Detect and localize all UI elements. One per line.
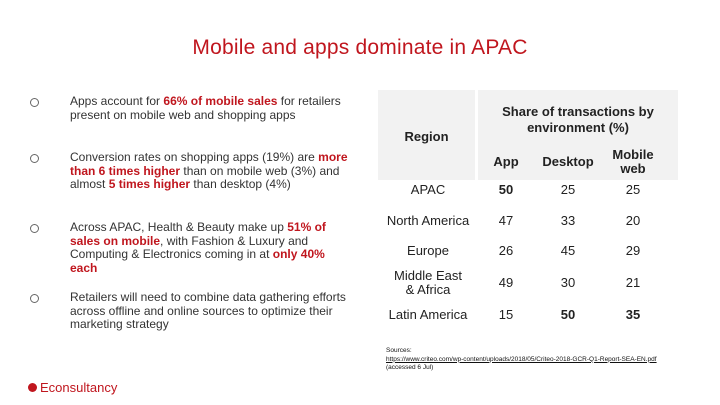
table-cell: 21 [625,275,641,290]
bullet-text-run: than on mobile web (3%) and almost [70,163,340,191]
bullet-circle-icon [30,154,39,163]
bullet-text-run: than desktop (4%) [190,177,291,191]
slide-title: Mobile and apps dominate in APAC [192,36,528,59]
bullet-text-run: Retailers will need to combine data gath… [70,290,346,331]
table-cell: 15 [498,307,514,322]
table-cell: 47 [498,213,514,228]
bullet-text-run: Conversion rates on shopping apps (19%) … [70,150,319,164]
table-cell: 50 [560,307,576,322]
share-header-bg [478,90,678,180]
bullet-text-run: Apps account for [70,94,164,108]
table-cell: 49 [498,275,514,290]
highlight-text: 66% of mobile sales [163,94,278,108]
table-cell: 45 [560,243,576,258]
sources-accessed: (accessed 6 Jul) [386,364,434,371]
bullet-text: Conversion rates on shopping apps (19%) … [70,150,355,192]
logo-text: Econsultancy [40,380,118,395]
table-cell: 33 [560,213,576,228]
bullet-circle-icon [30,294,39,303]
column-header-app: App [493,154,519,169]
highlight-text: 5 times higher [108,177,191,191]
highlight-text: 51% of sales on mobile [70,220,326,248]
row-region-label: Latin America [388,307,468,322]
highlight-text: more than 6 times higher [70,150,348,178]
region-header: Region [404,129,449,144]
table-cell: 26 [498,243,514,258]
sources-link[interactable]: https://www.criteo.com/wp-content/upload… [386,355,657,363]
region-header-bg [378,90,475,180]
bullet-text: Across APAC, Health & Beauty make up 51%… [70,220,355,275]
bullet-text-run: Across APAC, Health & Beauty make up [70,220,288,234]
column-header-mobile-web: Mobile web [612,147,654,176]
logo-mark-icon [28,383,37,392]
table-cell: 25 [625,182,641,197]
bullet-circle-icon [30,224,39,233]
bullet-text: Apps account for 66% of mobile sales for… [70,94,355,122]
sources-line: https://www.criteo.com/wp-content/upload… [386,356,686,373]
table-cell: 20 [625,213,641,228]
row-region-label: Europe [407,243,449,258]
transactions-table: Region Share of transactions by environm… [378,90,678,340]
bullet-text-run: , with Fashion & Luxury and Computing & … [70,233,309,261]
row-region-label: North America [386,213,470,228]
table-cell: 25 [560,182,576,197]
row-region-label: APAC [410,182,446,197]
column-header-desktop: Desktop [542,154,594,169]
row-region-label: Middle East & Africa [394,268,462,297]
bullet-circle-icon [30,98,39,107]
highlight-text: only 40% each [70,247,325,275]
table-cell: 35 [625,307,641,322]
sources-note: Sources: https://www.criteo.com/wp-conte… [386,347,686,373]
table-cell: 30 [560,275,576,290]
share-group-header: Share of transactions by environment (%) [502,104,654,135]
table-cell: 29 [625,243,641,258]
econsultancy-logo: Econsultancy [28,380,117,395]
table-cell: 50 [498,182,514,197]
sources-label: Sources: [386,347,412,354]
bullet-text: Retailers will need to combine data gath… [70,290,355,332]
bullet-text-run: for retailers present on mobile web and … [70,94,341,122]
